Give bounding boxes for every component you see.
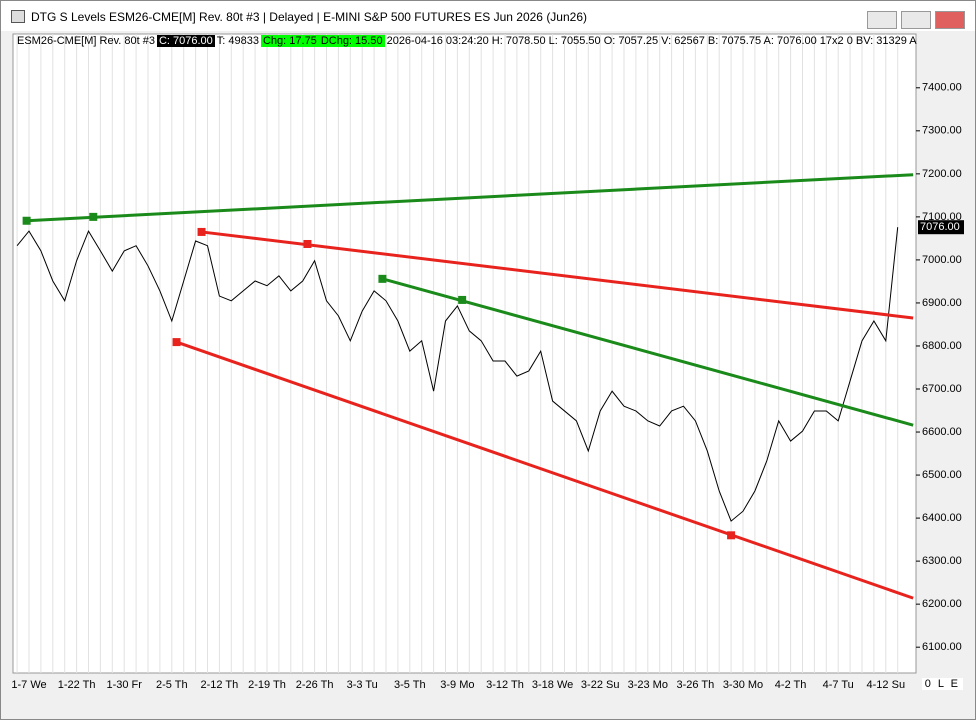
plot-area	[12, 33, 917, 674]
x-tick-label: 3-9 Mo	[440, 679, 474, 691]
y-tick-label: 6400.00	[922, 512, 962, 524]
y-tick-label: 7300.00	[922, 125, 962, 137]
y-tick-label: 6800.00	[922, 340, 962, 352]
x-tick-label: 3-23 Mo	[628, 679, 668, 691]
minimize-button[interactable]	[867, 11, 897, 29]
trendline	[382, 277, 914, 427]
y-tick-label: 7200.00	[922, 168, 962, 180]
trendline	[176, 340, 914, 600]
trendline	[26, 173, 914, 223]
info-bar: ESM26-CME[M] Rev. 80t #3 C: 7076.00 T: 498…	[15, 34, 919, 49]
y-tick-label: 6500.00	[922, 469, 962, 481]
y-tick-label: 6600.00	[922, 426, 962, 438]
app-icon	[11, 10, 25, 23]
trendline-anchor	[197, 227, 206, 236]
y-tick-label: 6900.00	[922, 297, 962, 309]
trendline-anchor	[458, 295, 467, 304]
close-button[interactable]	[935, 11, 965, 29]
trendline	[201, 230, 914, 320]
x-tick-label: 3-30 Mo	[723, 679, 763, 691]
x-tick-label: 2-12 Th	[201, 679, 239, 691]
change: Chg: 17.75	[260, 35, 319, 47]
y-tick-label: 7000.00	[922, 254, 962, 266]
trendline-anchor	[303, 239, 312, 248]
close: C: 7076.00	[156, 35, 215, 47]
symbol: ESM26-CME[M] Rev. 80t #3	[17, 35, 155, 47]
x-tick-label: 1-7 We	[11, 679, 46, 691]
x-tick-label: 3-3 Tu	[347, 679, 378, 691]
details: 2026-04-16 03:24:20 H: 7078.50 L: 7055.5…	[386, 35, 917, 47]
y-tick-label: 7400.00	[922, 82, 962, 94]
trendline-anchor	[172, 338, 181, 347]
x-tick-label: 3-18 We	[532, 679, 573, 691]
maximize-button[interactable]	[901, 11, 931, 29]
day-change: DChg: 15.50	[318, 35, 385, 47]
status: 0 L E	[921, 678, 963, 690]
y-tick-label: 7100.00	[922, 211, 962, 223]
x-tick-label: 4-2 Th	[775, 679, 807, 691]
x-tick-label: 3-12 Th	[486, 679, 524, 691]
y-tick-label: 6300.00	[922, 555, 962, 567]
x-tick-label: 3-26 Th	[677, 679, 715, 691]
trendline-anchor	[727, 531, 736, 540]
trendline-anchor	[378, 274, 387, 283]
x-tick-label: 1-30 Fr	[106, 679, 142, 691]
x-tick-label: 2-26 Th	[296, 679, 334, 691]
chart: 1-7 We 1-22 Th 1-30 Fr 2-5 Th 2-12 Th 2-19 Th…	[11, 33, 964, 691]
trendline-anchor	[89, 212, 98, 221]
price-line	[16, 227, 899, 522]
x-tick-label: 1-22 Th	[58, 679, 96, 691]
last-price-label: 7076.00	[920, 221, 960, 233]
window-title: DTG S Levels ESM26-CME[M] Rev. 80t #3 | …	[31, 10, 588, 24]
x-tick-label: 2-19 Th	[248, 679, 286, 691]
last-price-box	[918, 220, 964, 235]
title-bar: DTG S Levels ESM26-CME[M] Rev. 80t #3 | …	[1, 1, 975, 31]
x-tick-label: 3-5 Th	[394, 679, 426, 691]
ticks: T: 49833	[216, 35, 259, 47]
x-tick-label: 4-7 Tu	[823, 679, 854, 691]
y-tick-label: 6100.00	[922, 641, 962, 653]
x-tick-label: 3-22 Su	[581, 679, 620, 691]
trendline-anchor	[22, 216, 31, 225]
x-tick-label: 2-5 Th	[156, 679, 188, 691]
y-tick-label: 6200.00	[922, 598, 962, 610]
x-tick-label: 4-12 Su	[867, 679, 906, 691]
y-tick-label: 6700.00	[922, 383, 962, 395]
